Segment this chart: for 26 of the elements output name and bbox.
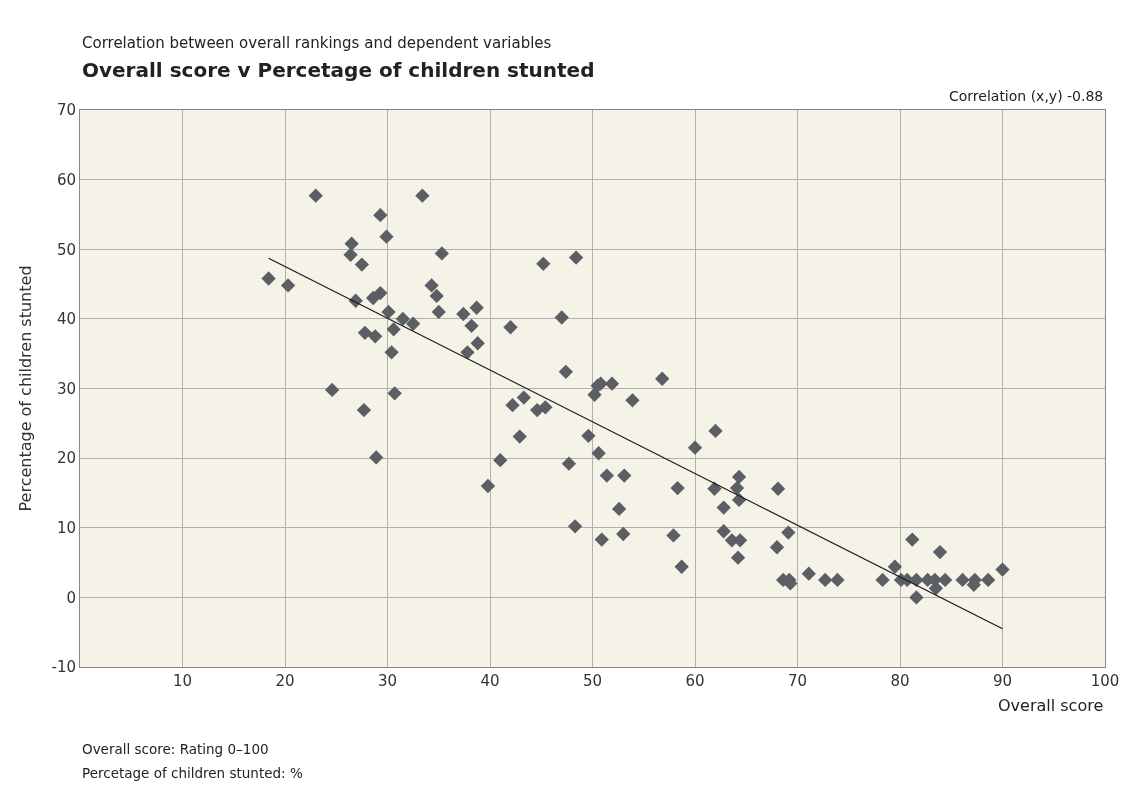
x-tick-label: 60: [685, 672, 705, 690]
text: Overall score: Rating 0–100: [82, 741, 269, 757]
text: Correlation (x,y) -0.88: [949, 88, 1104, 104]
y-tick-label: 0: [66, 588, 76, 607]
x-tick-label: 20: [275, 672, 295, 690]
x-axis-title: Overall score: [998, 696, 1104, 715]
x-tick-label: 30: [377, 672, 398, 690]
y-tick-label: -10: [51, 658, 76, 677]
y-axis-title: Percentage of children stunted: [16, 265, 36, 512]
y-tick-label: 40: [56, 310, 76, 329]
y-tick-label: 70: [56, 101, 76, 120]
y-tick-label: 10: [56, 519, 76, 537]
x-tick-label: 10: [172, 672, 193, 690]
x-tick-label: 50: [582, 672, 603, 690]
y-tick-label: 50: [56, 240, 76, 259]
x-tick-label: 70: [787, 672, 808, 690]
chart-title: Overall score v Percetage of children stunted: [82, 58, 595, 82]
y-tick-label: 30: [56, 379, 76, 398]
x-tick-label: 100: [1090, 672, 1120, 690]
x-tick-label: 40: [480, 672, 500, 690]
x-tick-label: 80: [890, 672, 910, 690]
chart-subtitle: Correlation between overall rankings and dependent variables: [82, 34, 552, 52]
y-tick-label: 20: [56, 449, 76, 468]
x-tick-label: 90: [992, 672, 1013, 690]
text: Percetage of children stunted: %: [82, 765, 303, 781]
y-tick-label: 60: [56, 170, 76, 189]
